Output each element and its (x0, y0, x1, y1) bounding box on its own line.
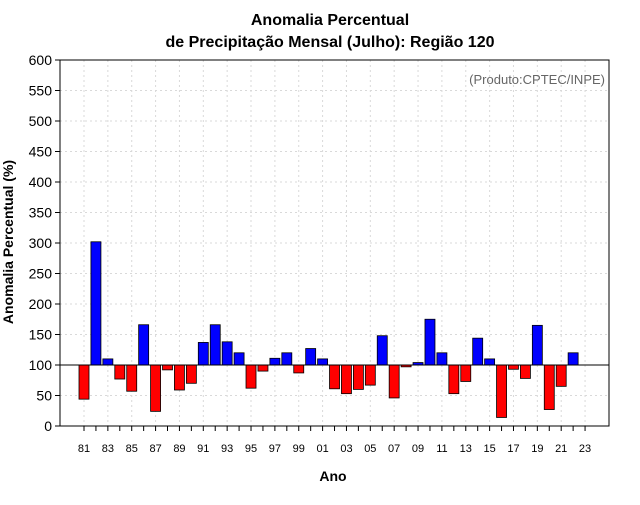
bar-95 (245, 364, 257, 389)
bar-88 (162, 364, 173, 371)
x-tick-label: 97 (269, 443, 281, 455)
x-tick-label: 91 (197, 443, 209, 455)
bar-86 (138, 324, 150, 366)
x-tick-label: 23 (579, 443, 591, 455)
x-tick-label: 03 (340, 443, 352, 455)
y-tick-label: 150 (29, 327, 53, 343)
bar-04 (352, 364, 364, 390)
bar-99 (293, 364, 305, 374)
x-tick-label: 19 (531, 443, 543, 455)
bar-83 (102, 358, 114, 366)
x-axis-label: Ano (319, 468, 346, 484)
x-tick-label: 85 (126, 443, 138, 455)
bar-13 (460, 364, 472, 382)
x-tick-label: 95 (245, 443, 257, 455)
y-tick-label: 500 (29, 113, 53, 129)
bar-02 (329, 364, 340, 390)
x-tick-label: 17 (507, 443, 519, 455)
bar-85 (126, 364, 138, 392)
x-tick-label: 05 (364, 443, 376, 455)
x-tick-label: 93 (221, 443, 233, 455)
bar-21 (555, 364, 567, 387)
bar-87 (150, 364, 161, 412)
bars (78, 241, 579, 418)
y-axis-label: Anomalia Percentual (%) (0, 160, 16, 324)
bar-89 (174, 364, 185, 391)
bar-98 (281, 352, 293, 366)
bar-15 (484, 358, 496, 366)
y-tick-label: 100 (29, 357, 53, 373)
bar-03 (341, 364, 352, 395)
chart-title: Anomalia Percentual (251, 12, 409, 29)
x-tick-label: 07 (388, 443, 400, 455)
bar-92 (209, 324, 221, 366)
y-tick-label: 300 (29, 235, 53, 251)
bar-18 (520, 364, 531, 379)
y-tick-label: 450 (29, 144, 53, 160)
bar-94 (233, 352, 245, 366)
bar-19 (531, 324, 543, 366)
bar-96 (257, 364, 269, 372)
bar-20 (543, 364, 555, 410)
bar-91 (197, 342, 209, 366)
y-tick-label: 600 (29, 52, 53, 68)
bar-84 (114, 364, 126, 380)
chart-annotation: (Produto:CPTEC/INPE) (469, 72, 605, 87)
bar-12 (448, 364, 460, 395)
bar-00 (305, 348, 317, 366)
y-tick-label: 550 (29, 83, 53, 99)
y-tick-label: 0 (44, 418, 52, 434)
x-tick-label: 89 (173, 443, 185, 455)
bar-01 (317, 358, 329, 366)
x-tick-label: 87 (149, 443, 161, 455)
bar-16 (496, 364, 507, 418)
y-tick-label: 50 (36, 388, 52, 404)
x-tick-label: 01 (316, 443, 328, 455)
bar-07 (388, 364, 400, 399)
x-tick-label: 13 (460, 443, 472, 455)
x-tick-label: 21 (555, 443, 567, 455)
x-tick-label: 83 (102, 443, 114, 455)
y-tick-label: 250 (29, 266, 53, 282)
x-tick-label: 99 (293, 443, 305, 455)
x-axis: 81 83 85 87 89 91 93 95 97 99 01 03 05 07 09 11 13 15 17 19… (78, 426, 591, 455)
x-tick-label: 09 (412, 443, 424, 455)
bar-14 (472, 337, 484, 366)
bar-22 (567, 352, 579, 366)
x-tick-label: 15 (483, 443, 495, 455)
bar-10 (424, 318, 436, 366)
bar-05 (364, 364, 376, 386)
y-tick-label: 350 (29, 205, 53, 221)
chart-subtitle: de Precipitação Mensal (Julho): Região 1… (166, 34, 495, 51)
bar-97 (269, 357, 281, 366)
x-tick-label: 11 (436, 443, 447, 455)
bar-17 (508, 364, 519, 370)
bar-82 (90, 241, 102, 366)
x-tick-label: 81 (78, 443, 90, 455)
bar-11 (436, 352, 448, 366)
bar-81 (78, 364, 90, 400)
bar-93 (221, 341, 233, 366)
bar-06 (376, 335, 388, 366)
bar-90 (185, 364, 197, 384)
y-tick-label: 400 (29, 174, 53, 190)
y-tick-label: 200 (29, 296, 53, 312)
y-axis: 0 50 100 150 200 250 300 350 400 450 500 550 600 (29, 52, 60, 434)
